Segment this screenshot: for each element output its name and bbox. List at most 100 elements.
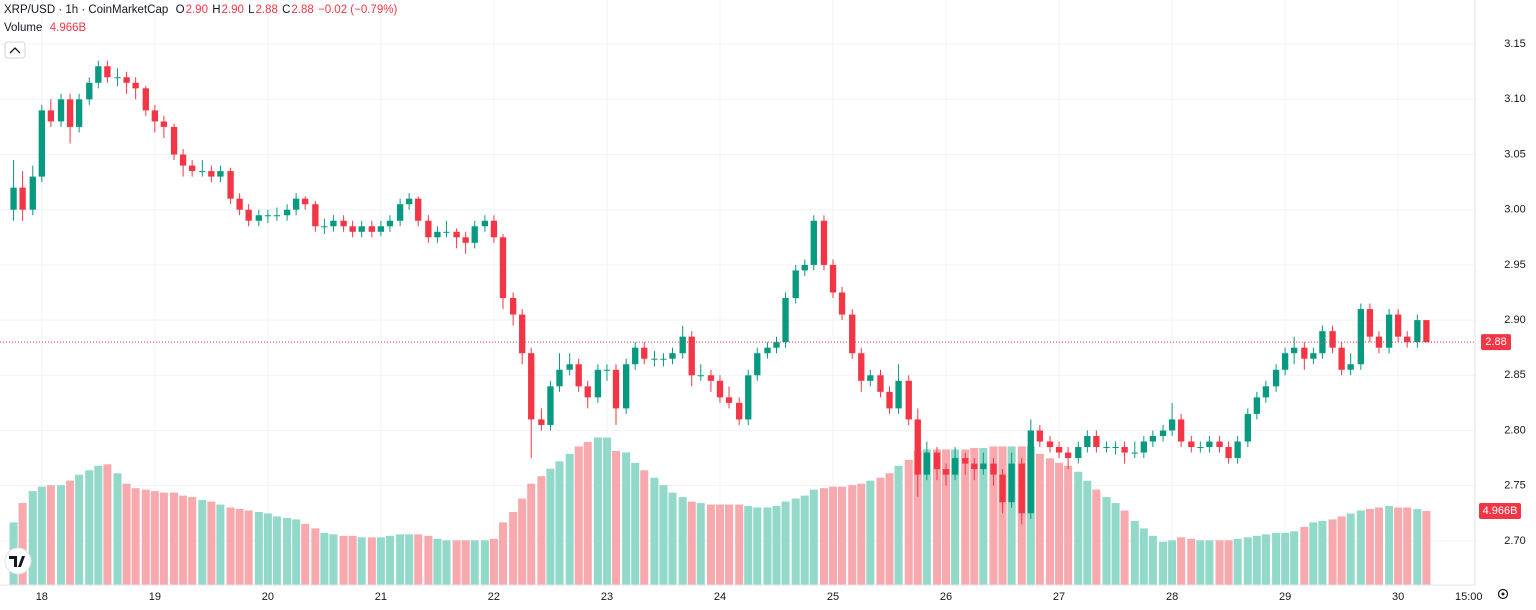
volume-bar xyxy=(998,446,1007,585)
x-tick-label: 21 xyxy=(375,591,387,603)
candle-body xyxy=(1385,314,1393,348)
volume-bar xyxy=(141,489,150,585)
x-tick-label: 15:00 xyxy=(1455,591,1483,603)
candle-body xyxy=(142,88,149,111)
volume-bar xyxy=(367,537,376,585)
settings-icon[interactable] xyxy=(1497,588,1509,600)
candle-body xyxy=(66,99,74,127)
candle-body xyxy=(933,452,941,470)
collapse-button[interactable] xyxy=(4,41,26,59)
volume-bar xyxy=(1187,538,1196,585)
candle-body xyxy=(980,463,987,470)
candle-body xyxy=(1244,413,1251,442)
candle-body xyxy=(208,171,215,177)
volume-bar xyxy=(518,498,527,585)
volume-bar xyxy=(1045,458,1055,585)
volume-bar xyxy=(650,477,659,585)
candle-body xyxy=(688,336,695,376)
candle-body xyxy=(999,474,1006,503)
candle-body xyxy=(745,375,752,420)
candle-body xyxy=(566,364,573,370)
candle-body xyxy=(123,77,130,83)
volume-bar xyxy=(75,474,84,585)
volume-bar xyxy=(1346,513,1355,585)
volume-bar xyxy=(1243,537,1252,585)
candle-body xyxy=(782,298,789,343)
candle-body xyxy=(10,187,17,210)
high-key: H xyxy=(212,4,221,16)
volume-bar xyxy=(235,509,244,585)
candle-body xyxy=(330,220,337,227)
candle-body xyxy=(57,99,65,122)
volume-bar xyxy=(1252,535,1261,585)
volume-bar xyxy=(1007,446,1016,585)
open-value: 2.90 xyxy=(185,4,208,16)
volume-bar xyxy=(659,485,668,585)
volume-bar xyxy=(348,535,357,585)
volume-bar xyxy=(904,459,913,585)
volume-bar xyxy=(1092,489,1101,585)
volume-bar xyxy=(28,491,37,585)
volume-bar xyxy=(527,483,536,585)
candle-body xyxy=(623,364,630,409)
volume-bar xyxy=(424,535,433,585)
volume-bar xyxy=(85,470,94,585)
candle-body xyxy=(651,358,658,360)
volume-bar xyxy=(320,532,329,585)
low-key: L xyxy=(248,4,255,16)
volume-bar xyxy=(1159,541,1168,585)
candle-body xyxy=(1414,320,1421,343)
candle-body xyxy=(443,231,450,233)
candle-body xyxy=(245,209,252,221)
candle-body xyxy=(1168,419,1176,431)
last-volume-tag xyxy=(1479,503,1521,520)
candle-body xyxy=(810,220,817,265)
candle-body xyxy=(594,369,602,398)
candle-body xyxy=(1262,386,1270,398)
volume-bar xyxy=(311,528,320,585)
volume-pane xyxy=(9,437,1431,585)
candle-body xyxy=(302,198,309,205)
volume-bar xyxy=(876,477,885,585)
candle-body xyxy=(434,231,441,238)
volume-bar xyxy=(574,446,583,585)
volume-bar xyxy=(94,465,103,585)
x-tick-label: 18 xyxy=(36,591,48,603)
candle-body xyxy=(1329,331,1336,348)
candle-body xyxy=(877,375,884,392)
candle-body xyxy=(86,82,93,100)
volume-bar xyxy=(622,452,631,585)
volume-bar xyxy=(668,492,677,585)
candle-body xyxy=(792,270,799,299)
y-tick-label: 2.80 xyxy=(1504,424,1525,436)
candle-body xyxy=(773,342,780,348)
volume-bar xyxy=(207,501,216,585)
candle-body xyxy=(1131,452,1138,454)
candle-body xyxy=(820,220,828,265)
x-tick-label: 23 xyxy=(601,591,613,603)
candle-body xyxy=(538,419,545,425)
volume-bar xyxy=(1102,497,1111,585)
volume-bar xyxy=(1139,528,1148,585)
candle-body xyxy=(236,198,243,210)
volume-bar xyxy=(1318,520,1327,585)
volume-bar xyxy=(678,497,687,585)
candle-body xyxy=(1064,452,1072,459)
candle-body xyxy=(886,391,893,409)
candle-body xyxy=(1281,353,1289,370)
volume-key: Volume xyxy=(4,22,43,34)
close-value: 2.88 xyxy=(291,4,314,16)
volume-bar xyxy=(188,497,197,585)
volume-bar xyxy=(537,476,546,585)
y-tick-label: 2.90 xyxy=(1504,314,1525,326)
volume-bar xyxy=(489,538,498,585)
volume-bar xyxy=(18,503,27,585)
low-value: 2.88 xyxy=(255,4,278,16)
volume-bar xyxy=(800,495,809,585)
y-tick-label: 2.75 xyxy=(1504,480,1525,492)
volume-bar xyxy=(1233,538,1242,585)
volume-bar xyxy=(452,540,461,585)
volume-bar xyxy=(103,464,112,585)
candle-body xyxy=(669,353,676,359)
